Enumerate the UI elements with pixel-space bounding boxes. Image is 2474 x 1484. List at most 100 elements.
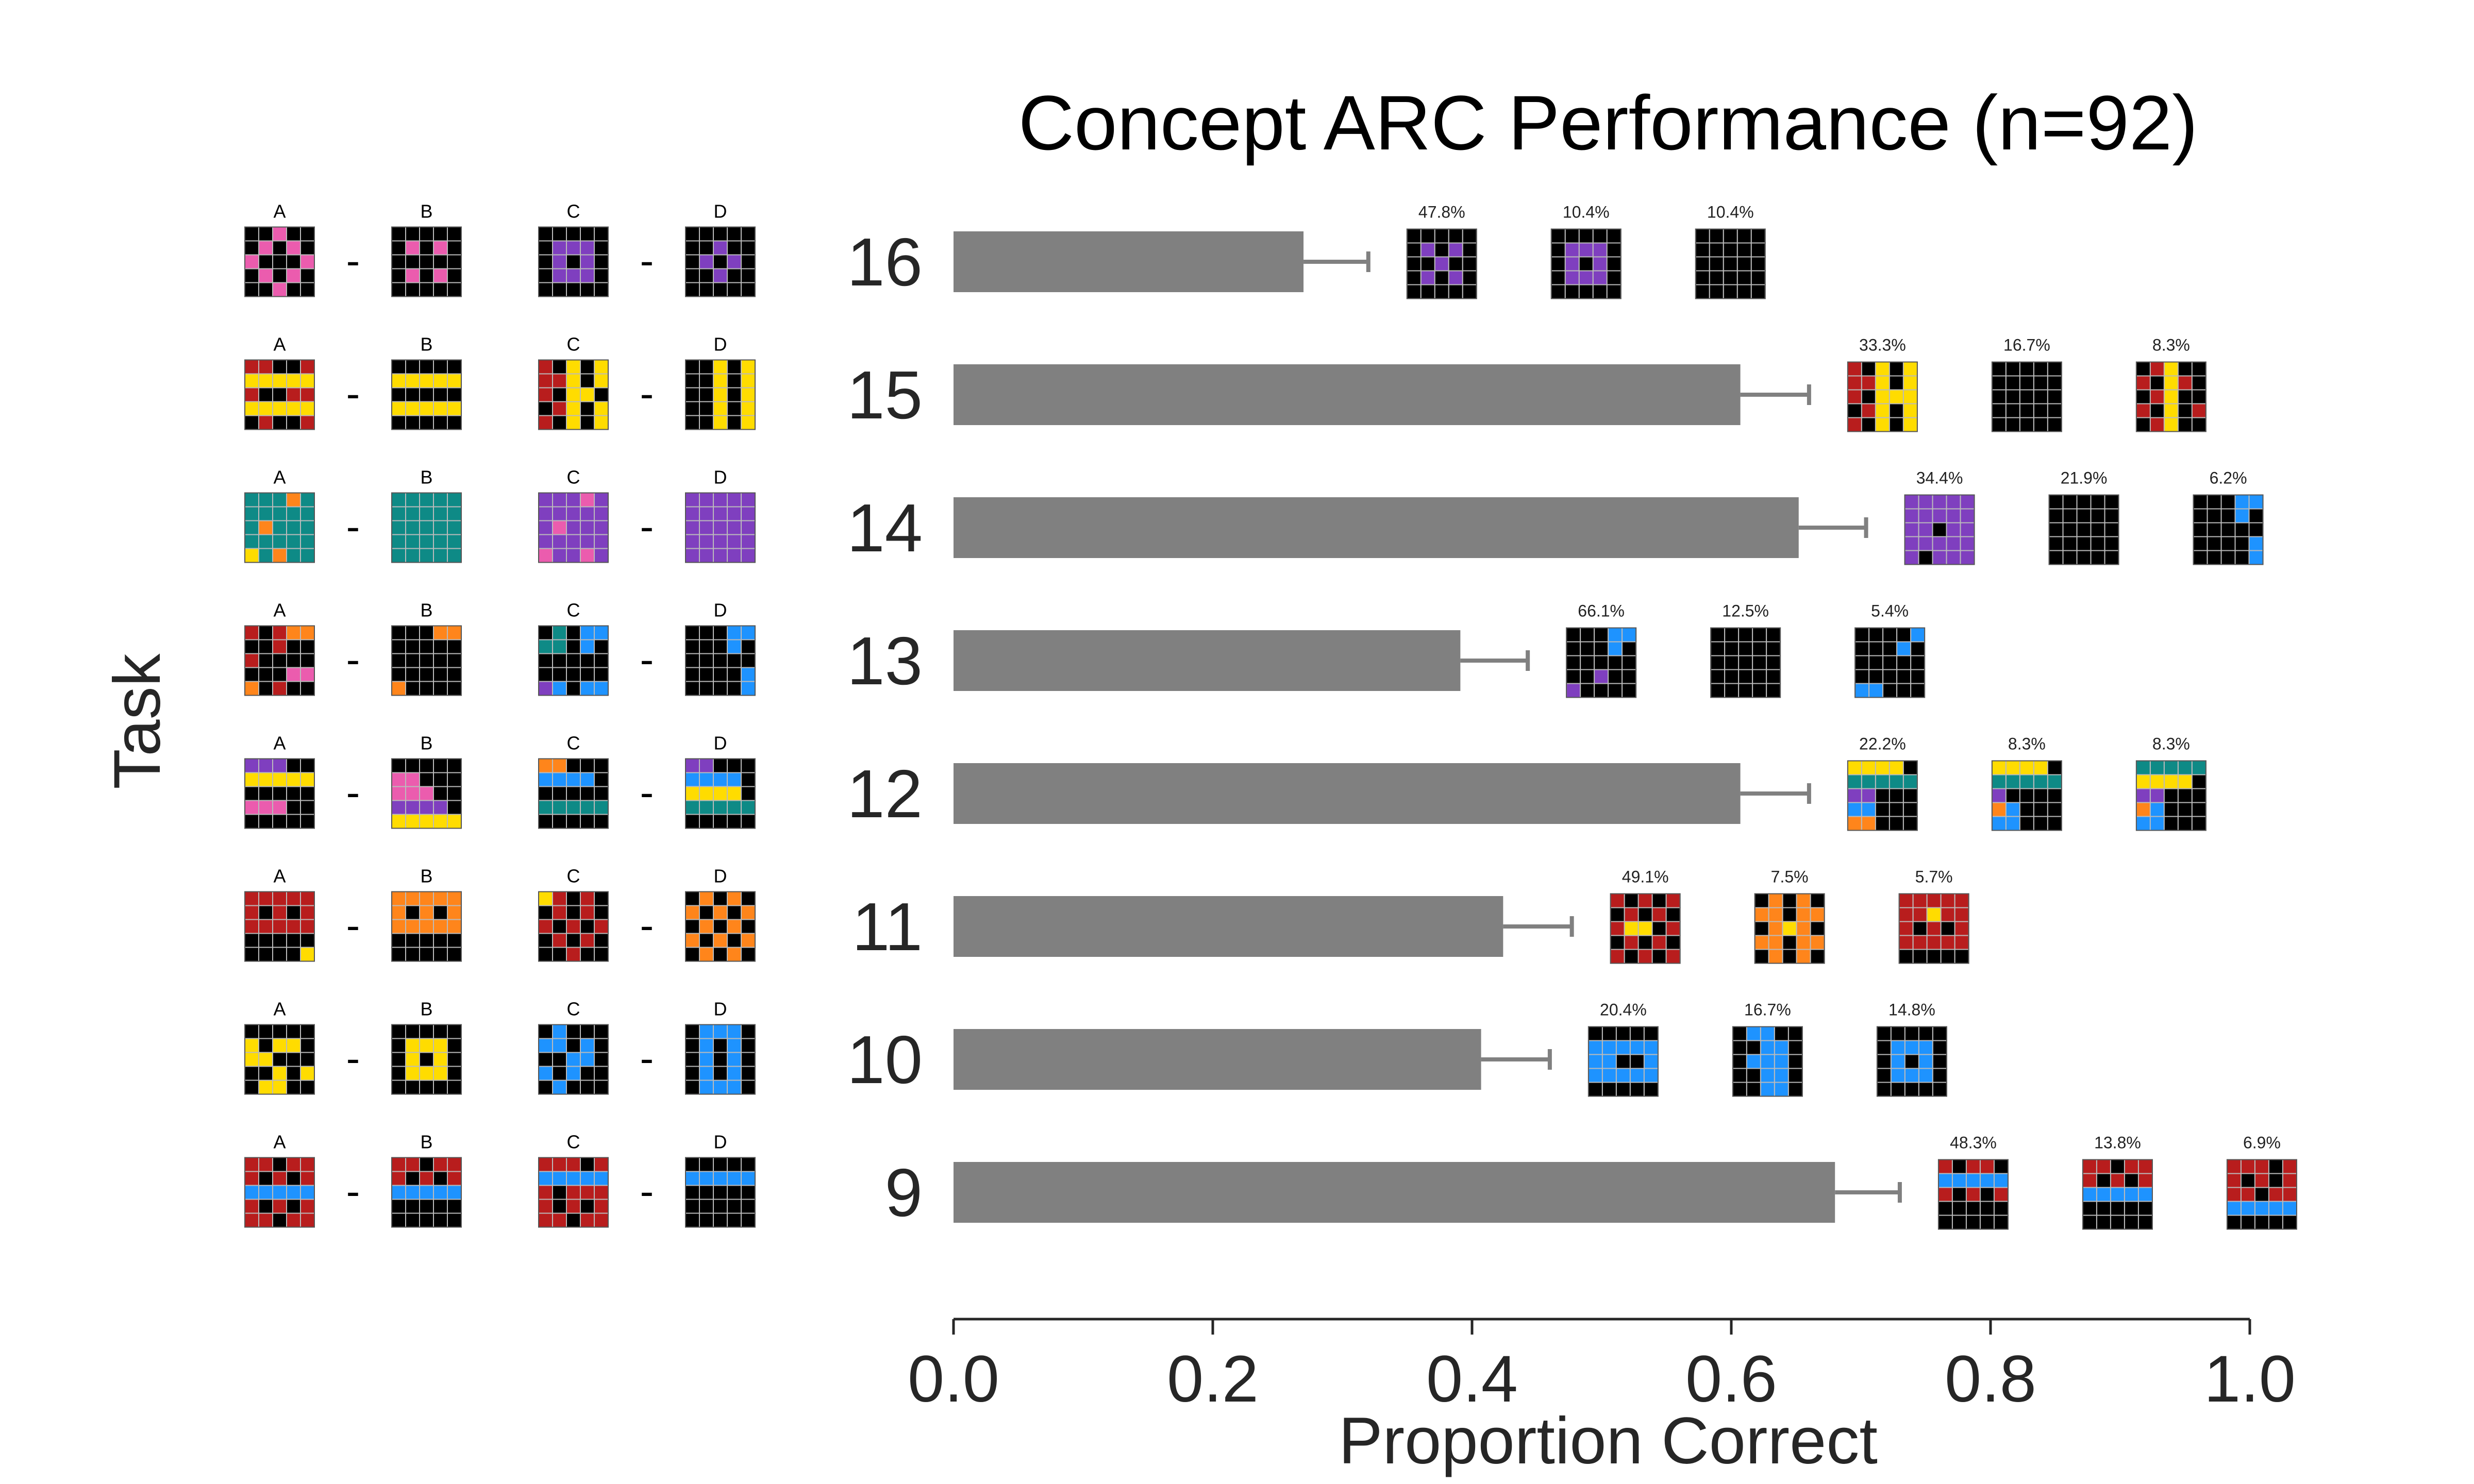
grid-cell — [2005, 802, 2020, 817]
grid-cell — [2240, 1201, 2255, 1216]
grid-cell — [300, 1185, 315, 1200]
grid-cell — [727, 534, 742, 549]
grid-cell — [2076, 508, 2092, 524]
grid-cell — [447, 905, 462, 920]
grid-cell — [1746, 1082, 1761, 1097]
grid-cell — [447, 786, 462, 801]
grid-cell — [685, 1052, 700, 1067]
grid-cell — [1932, 1026, 1947, 1041]
task-label: 9 — [885, 1155, 923, 1230]
grid-cell — [300, 625, 315, 640]
grid-cell — [2033, 403, 2048, 418]
answer-grid — [1754, 893, 1825, 964]
grid-border — [1710, 627, 1781, 698]
grid-border — [2135, 760, 2206, 831]
grid-cell — [2124, 1215, 2139, 1230]
grid-cell — [1888, 403, 1904, 418]
grid-cell — [580, 1157, 595, 1172]
grid-cell — [258, 506, 273, 521]
answer-grid — [1550, 228, 1622, 299]
grid-cell — [594, 401, 609, 416]
grid-cell — [2163, 417, 2179, 432]
grid-cell — [2096, 1187, 2111, 1202]
grid-cell — [1861, 403, 1876, 418]
answer-grid — [2048, 494, 2119, 565]
grid-cell — [1637, 907, 1653, 922]
answer-percent-label: 66.1% — [1578, 602, 1625, 620]
grid-cell — [552, 282, 567, 297]
grid-cell — [685, 667, 700, 682]
grid-cell — [1578, 270, 1594, 285]
grid-cell — [1782, 949, 1797, 964]
grid-cell — [2047, 389, 2062, 404]
grid-cell — [1610, 921, 1625, 936]
grid-cell — [552, 1171, 567, 1186]
grid-cell — [1752, 683, 1767, 698]
grid-cell — [594, 226, 609, 242]
grid-d — [685, 359, 756, 430]
answer-percent-label: 16.7% — [1744, 1001, 1791, 1019]
answer-grid — [1732, 1026, 1803, 1097]
grid-cell — [699, 905, 714, 920]
grid-cell — [594, 786, 609, 801]
grid-cell — [1587, 1026, 1603, 1041]
grid-cell — [1608, 641, 1623, 656]
grid-cell — [391, 1199, 406, 1214]
grid-cell — [2149, 403, 2165, 418]
grid-cell — [741, 401, 756, 416]
grid-cell — [1954, 921, 1969, 936]
grid-cell — [580, 1024, 595, 1039]
grid-cell — [1796, 893, 1811, 908]
grid-border — [538, 891, 609, 962]
grid-cell — [405, 1157, 420, 1172]
grid-cell — [699, 1171, 714, 1186]
grid-cell — [433, 786, 448, 801]
grid-cell — [1960, 550, 1975, 565]
grid-cell — [1912, 893, 1928, 908]
grid-cell — [286, 282, 301, 297]
grid-cell — [538, 534, 553, 549]
grid-cell — [2048, 508, 2064, 524]
grid-cell — [1434, 284, 1449, 299]
grid-cell — [2104, 550, 2119, 565]
grid-cell — [594, 891, 609, 906]
grid-cell — [433, 506, 448, 521]
grid-cell — [1752, 641, 1767, 656]
grid-cell — [272, 1052, 287, 1067]
grid-cell — [2110, 1201, 2125, 1216]
grid-cell — [1406, 228, 1422, 244]
grid-cell — [699, 1066, 714, 1081]
grid-cell — [286, 772, 301, 787]
grid-cell — [391, 387, 406, 402]
answer-percent-label: 47.8% — [1418, 203, 1465, 222]
grid-cell — [258, 359, 273, 375]
answer-percent-label: 49.1% — [1622, 868, 1669, 886]
grid-cell — [2019, 816, 2034, 831]
grid-cell — [713, 1199, 728, 1214]
grid-cell — [1991, 816, 2007, 831]
grid-cell — [419, 1080, 434, 1095]
grid-cell — [713, 1157, 728, 1172]
grid-header-b: B — [420, 201, 432, 222]
grid-cell — [1937, 1187, 1953, 1202]
grid-cell — [2149, 774, 2165, 789]
grid-cell — [2110, 1159, 2125, 1174]
grid-cell — [713, 268, 728, 283]
grid-cell — [2177, 403, 2193, 418]
grid-cell — [1951, 1173, 1967, 1188]
grid-cell — [391, 1157, 406, 1172]
grid-cell — [300, 653, 315, 668]
grid-cell — [1904, 1054, 1919, 1069]
grid-cell — [552, 1212, 567, 1228]
grid-cell — [594, 359, 609, 375]
grid-cell — [433, 492, 448, 508]
grid-border — [1695, 228, 1766, 299]
analogy-separator: - — [346, 238, 360, 283]
grid-cell — [258, 1212, 273, 1228]
grid-cell — [1752, 627, 1767, 643]
grid-cell — [552, 520, 567, 535]
grid-border — [1566, 627, 1637, 698]
grid-cell — [1615, 1068, 1631, 1083]
grid-cell — [1723, 270, 1738, 285]
